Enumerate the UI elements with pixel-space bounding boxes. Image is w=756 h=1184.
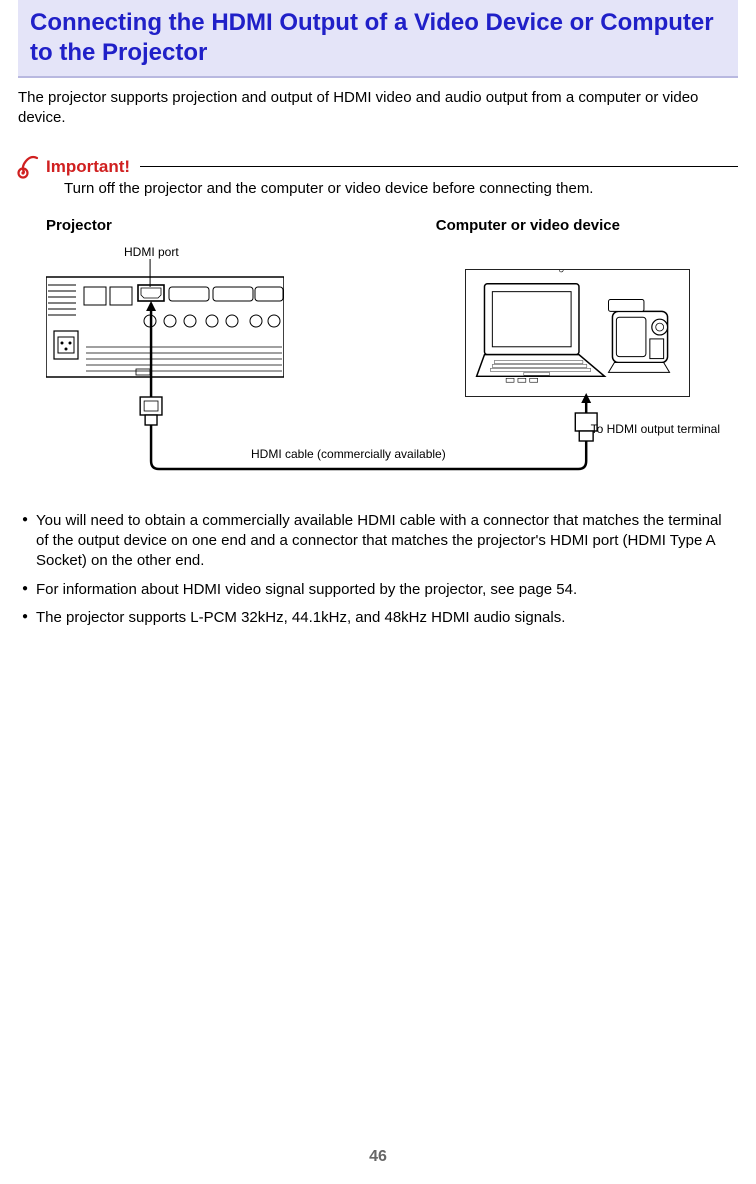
connection-diagram: Projector Computer or video device HDMI … [46,217,720,487]
device-label: Computer or video device [436,217,620,234]
important-label: Important! [46,157,130,177]
intro-paragraph: The projector supports projection and ou… [18,88,738,129]
projector-illustration [46,269,284,384]
page-number: 46 [0,1148,756,1166]
list-item: For information about HDMI video signal … [22,580,734,600]
terminal-label: To HDMI output terminal [591,422,720,436]
list-item: You will need to obtain a commercially a… [22,511,734,572]
device-illustration [465,269,690,397]
important-text: Turn off the projector and the computer … [46,179,738,199]
important-rule [140,166,738,167]
important-icon [16,153,44,181]
notes-list: You will need to obtain a commercially a… [18,511,738,628]
important-callout: Important! Turn off the projector and th… [18,157,738,199]
section-header: Connecting the HDMI Output of a Video De… [18,0,738,78]
section-title: Connecting the HDMI Output of a Video De… [30,8,726,68]
projector-label: Projector [46,217,112,234]
list-item: The projector supports L-PCM 32kHz, 44.1… [22,608,734,628]
hdmi-port-label: HDMI port [124,245,179,259]
cable-label: HDMI cable (commercially available) [251,447,446,461]
